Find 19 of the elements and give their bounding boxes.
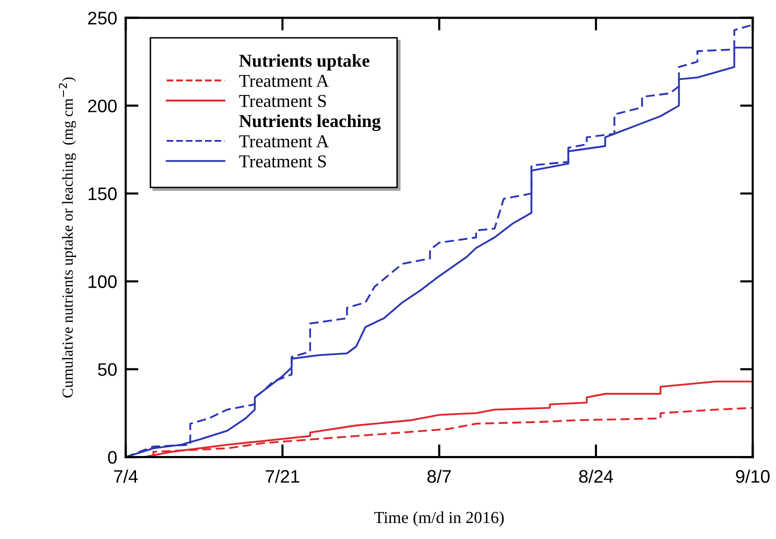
annotation: Nutrients leaching <box>239 114 381 131</box>
y-tick-label: 50 <box>98 363 117 376</box>
y-tick-label: 0 <box>108 451 117 464</box>
y-tick-label: 100 <box>88 275 117 288</box>
legend-label: Treatment S <box>239 94 326 108</box>
legend-label: Treatment A <box>239 135 329 148</box>
x-tick-label: 7/4 <box>114 470 138 483</box>
legend-label: Treatment S <box>239 155 326 168</box>
x-tick-label: 8/24 <box>579 470 614 483</box>
legend-label: Treatment A <box>239 74 329 87</box>
y-tick-label: 250 <box>88 12 117 25</box>
annotation: Nutrients uptake <box>239 54 370 71</box>
x-tick-label: 7/21 <box>266 470 300 483</box>
y-tick-label: 200 <box>88 100 117 112</box>
y-tick-label: 150 <box>88 187 117 200</box>
x-tick-label: 9/10 <box>736 470 770 483</box>
x-tick-label: 8/7 <box>427 470 451 483</box>
x-axis-title: Time (m/d in 2016) <box>374 511 504 527</box>
y-axis-title: Cumulative nutrients uptake or leaching (mg cm$^{−2}$) <box>58 77 76 398</box>
